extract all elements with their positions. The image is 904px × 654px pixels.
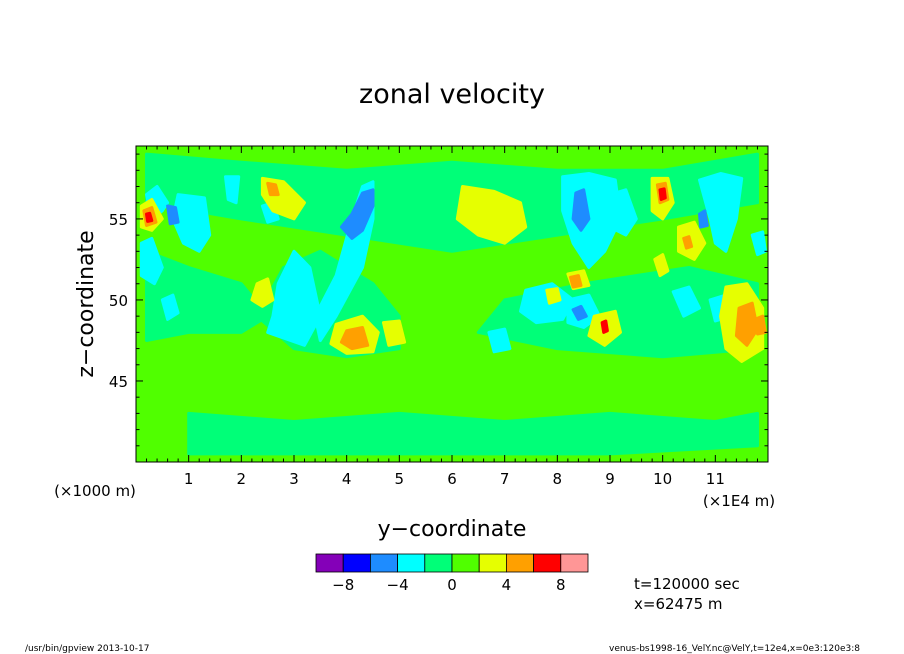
x-tick-label: 8 (553, 470, 563, 488)
x-tick-label: 5 (395, 470, 405, 488)
contour-region (339, 188, 375, 240)
colorbar-swatch (342, 553, 371, 573)
contour-region (266, 181, 280, 197)
contour-region (139, 236, 164, 286)
contour-region (682, 235, 694, 250)
colorbar-swatch (560, 553, 589, 573)
footer-right: venus-bs1998-16_VelY.nc@VelY,t=12e4,x=0e… (609, 644, 860, 654)
colorbar-label: 0 (447, 576, 457, 594)
contour-region (569, 274, 583, 289)
chart-title: zonal velocity (359, 79, 545, 110)
x-tick-label: 4 (342, 470, 352, 488)
y-axis-label: z−coordinate (74, 230, 99, 377)
time-annotation: t=120000 sec (634, 575, 740, 593)
colorbar-swatch (424, 553, 453, 573)
contour-region (166, 204, 180, 226)
colorbar-swatch (315, 553, 344, 573)
colorbar-swatch (478, 553, 507, 573)
contour-region (250, 277, 275, 308)
colorbar: −8 −4 0 4 8 (315, 553, 589, 594)
x-tick-label: 11 (706, 470, 725, 488)
contour-region (653, 253, 670, 278)
y-tick-label: 55 (109, 211, 128, 229)
contour-region (187, 411, 759, 456)
contour-region (677, 220, 707, 261)
contour-region (339, 326, 370, 351)
contour-region (608, 188, 638, 237)
contour-region (671, 285, 701, 318)
colorbar-swatch (369, 553, 398, 573)
contour-region (571, 304, 588, 321)
colorbar-swatch (451, 553, 480, 573)
contour-region (600, 319, 609, 334)
contour-region (487, 327, 512, 354)
y-axis-ticks: 45 50 55 (109, 153, 768, 447)
colorbar-swatch (397, 553, 426, 573)
x-tick-label: 2 (237, 470, 247, 488)
contour-region (160, 293, 180, 321)
x-tick-label: 9 (605, 470, 615, 488)
x-scale-note: (×1E4 m) (703, 492, 775, 510)
contour-region (224, 175, 241, 205)
colorbar-label: −4 (387, 576, 409, 594)
x-axis-ticks: 1 2 3 4 5 6 7 8 9 10 11 (146, 146, 758, 488)
x-tick-label: 10 (653, 470, 672, 488)
contour-region (145, 211, 154, 223)
y-tick-label: 50 (109, 292, 128, 310)
colorbar-label: −8 (332, 576, 354, 594)
contour-region (734, 301, 759, 347)
contour-region (658, 187, 667, 201)
contour-region (382, 319, 407, 347)
x-tick-label: 6 (447, 470, 457, 488)
x-tick-label: 1 (184, 470, 194, 488)
position-annotation: x=62475 m (634, 595, 723, 613)
y-scale-note: (×1000 m) (54, 482, 136, 500)
contour-region (266, 249, 322, 347)
contour-fills (139, 152, 767, 456)
colorbar-swatch (533, 553, 562, 573)
contour-region (145, 249, 270, 342)
x-tick-label: 7 (500, 470, 510, 488)
x-axis-label: y−coordinate (378, 517, 527, 542)
contour-region (545, 287, 562, 305)
contour-region (753, 314, 767, 336)
colorbar-swatch (505, 553, 534, 573)
footer-left: /usr/bin/gpview 2013-10-17 (25, 644, 149, 654)
contour-region (455, 185, 528, 245)
colorbar-label: 4 (502, 576, 512, 594)
x-tick-label: 3 (289, 470, 299, 488)
colorbar-label: 8 (556, 576, 566, 594)
contour-region (698, 172, 744, 253)
contour-region (698, 209, 709, 229)
contour-region (571, 188, 591, 232)
y-tick-label: 45 (109, 373, 128, 391)
